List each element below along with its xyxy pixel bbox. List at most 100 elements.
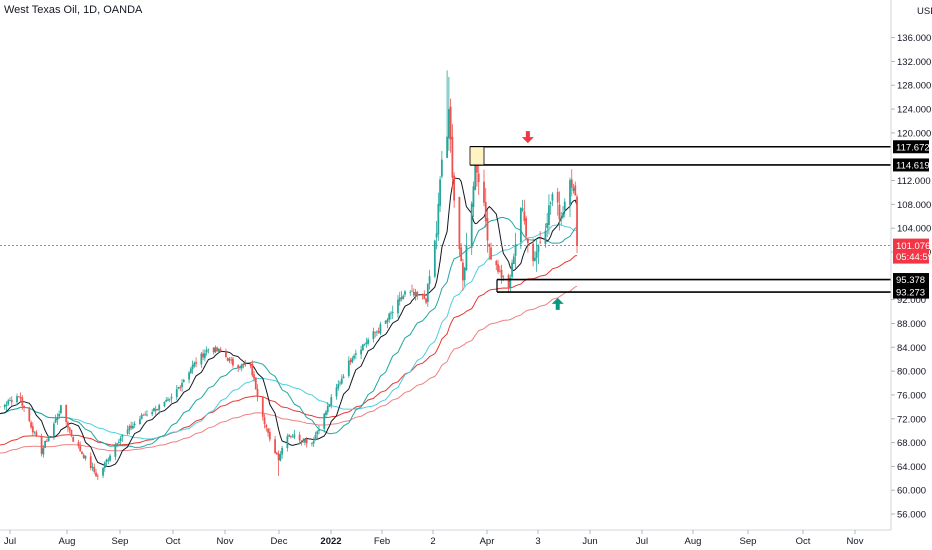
candle-body bbox=[207, 348, 210, 350]
currency-label[interactable]: USD bbox=[917, 6, 932, 17]
x-tick-label: Aug bbox=[59, 536, 76, 547]
candle-body bbox=[386, 319, 389, 322]
candle-body bbox=[304, 439, 306, 443]
candle-body bbox=[526, 238, 529, 243]
candle-body bbox=[347, 360, 350, 376]
y-tick-label: 76.000 bbox=[897, 390, 926, 401]
candle-body bbox=[102, 467, 104, 476]
candle-body bbox=[576, 196, 578, 246]
candle-body bbox=[119, 437, 122, 442]
ma-black-line bbox=[0, 177, 578, 468]
candle-body bbox=[572, 187, 575, 191]
candle-body bbox=[21, 397, 24, 406]
candle-body bbox=[54, 418, 57, 423]
ma-cyan-line bbox=[0, 224, 578, 440]
candle-body bbox=[349, 359, 352, 362]
candle-body bbox=[181, 382, 183, 388]
candle-body bbox=[549, 202, 552, 204]
candle-body bbox=[374, 331, 377, 333]
candle-body bbox=[404, 291, 406, 295]
candle-body bbox=[326, 406, 329, 413]
candle-body bbox=[109, 455, 111, 461]
candle-body bbox=[17, 396, 20, 398]
candle-body bbox=[40, 436, 43, 454]
candle-body bbox=[548, 205, 550, 225]
candle-body bbox=[175, 389, 178, 398]
ma-salmon-line bbox=[0, 285, 578, 454]
candle-body bbox=[453, 175, 456, 201]
candle-body bbox=[89, 456, 92, 468]
candle-body bbox=[216, 347, 219, 351]
candle-body bbox=[165, 400, 168, 402]
candle-body bbox=[179, 387, 182, 389]
candle-body bbox=[256, 388, 259, 397]
candle-body bbox=[360, 349, 362, 355]
candle-body bbox=[449, 106, 452, 140]
candle-body bbox=[416, 291, 419, 296]
candle-body bbox=[225, 351, 227, 358]
ma-red-line bbox=[0, 255, 578, 446]
candle-body bbox=[144, 414, 147, 416]
candle-body bbox=[351, 358, 354, 363]
candle-body bbox=[177, 386, 180, 389]
candle-body bbox=[19, 396, 22, 399]
horizontal-levels[interactable] bbox=[469, 145, 891, 293]
candle-body bbox=[230, 359, 233, 361]
candle-body bbox=[397, 299, 399, 314]
candle-body bbox=[523, 211, 526, 222]
y-axis[interactable]: 56.000 60.000 64.000 68.000 72.000 76.000 80.0… bbox=[891, 33, 931, 521]
candle-body bbox=[105, 459, 108, 462]
y-tick-label: 136.000 bbox=[897, 33, 931, 44]
candle-body bbox=[133, 423, 136, 426]
candle-body bbox=[60, 405, 62, 413]
candle-body bbox=[131, 425, 134, 429]
candle-body bbox=[261, 397, 264, 417]
candle-body bbox=[203, 353, 206, 358]
candle-body bbox=[279, 454, 282, 461]
y-tick-label: 108.000 bbox=[897, 200, 931, 211]
candle-body bbox=[68, 427, 71, 431]
candle-body bbox=[242, 363, 245, 365]
candle-body bbox=[440, 159, 443, 177]
candle-body bbox=[182, 379, 185, 382]
candle-body bbox=[460, 247, 463, 262]
candle-body bbox=[151, 412, 154, 415]
candle-body bbox=[558, 204, 561, 220]
candle-body bbox=[328, 404, 331, 407]
y-tick-label: 68.000 bbox=[897, 438, 926, 449]
candle-body bbox=[219, 349, 222, 351]
candle-body bbox=[421, 294, 424, 296]
x-tick-label: Dec bbox=[271, 536, 288, 547]
candle-body bbox=[570, 179, 573, 188]
candle-body bbox=[521, 208, 524, 211]
candle-body bbox=[218, 348, 220, 352]
y-tick-label: 60.000 bbox=[897, 486, 926, 497]
arrow-down-icon bbox=[521, 131, 534, 144]
level-price-label: 114.619 bbox=[896, 160, 930, 171]
candle-body bbox=[293, 434, 296, 438]
candle-body bbox=[314, 434, 317, 441]
candle-body bbox=[16, 396, 18, 403]
candle-body bbox=[44, 440, 47, 448]
candle-body bbox=[330, 397, 333, 406]
candle-body bbox=[202, 353, 205, 358]
candle-body bbox=[477, 173, 480, 182]
level-price-tag bbox=[893, 140, 929, 154]
candle-body bbox=[337, 384, 340, 389]
candle-body bbox=[569, 180, 571, 206]
candle-body bbox=[28, 408, 31, 422]
candle-body bbox=[426, 283, 429, 302]
arrows bbox=[521, 131, 564, 310]
candle-body bbox=[439, 179, 441, 206]
candle-body bbox=[384, 320, 387, 324]
candle-body bbox=[228, 358, 231, 361]
candle-body bbox=[84, 455, 87, 459]
candle-body bbox=[535, 251, 538, 258]
candle-body bbox=[42, 447, 45, 455]
candle-body bbox=[414, 291, 417, 297]
x-axis[interactable]: Jul Aug Sep Oct Nov Dec 2022 Feb 2 Apr 3 Jun Jul Aug S… bbox=[4, 530, 864, 547]
zone-box[interactable] bbox=[469, 146, 485, 166]
candle-body bbox=[275, 452, 278, 455]
y-tick-label: 104.000 bbox=[897, 224, 931, 235]
